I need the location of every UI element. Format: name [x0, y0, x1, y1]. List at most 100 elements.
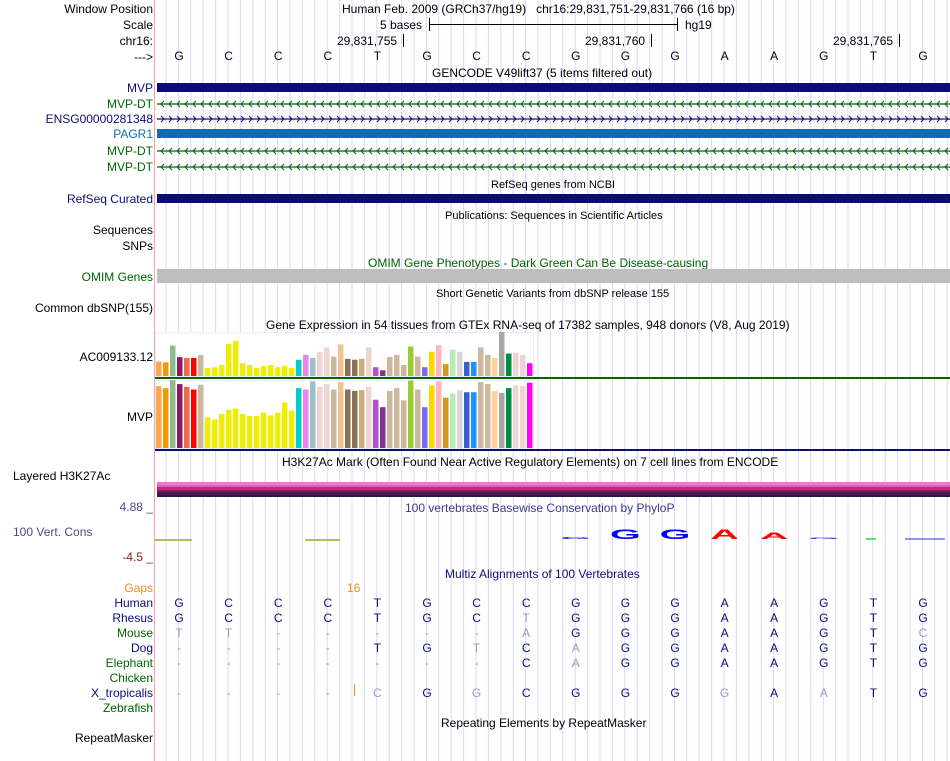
species-label[interactable]: Mouse: [116, 626, 153, 640]
species-label[interactable]: Human: [114, 596, 153, 610]
strand-arrow: [264, 100, 269, 108]
strand-arrow: [792, 115, 797, 123]
strand-arrow: [824, 147, 829, 155]
cons-title: 100 vertebrates Basewise Conservation by…: [405, 501, 675, 515]
gtex-tissue-bar: [485, 354, 491, 376]
strand-arrow: [224, 147, 229, 155]
gtex-tissue-bar: [198, 354, 204, 376]
gene-track-minus[interactable]: [157, 145, 950, 157]
alignment-base: C: [918, 626, 928, 640]
strand-arrow: [632, 147, 637, 155]
strand-arrow: [936, 163, 941, 171]
refseq-label[interactable]: RefSeq Curated: [66, 192, 153, 206]
strand-arrow: [448, 147, 453, 155]
dbsnp-title: Short Genetic Variants from dbSNP releas…: [436, 288, 670, 300]
scale-text: 5 bases: [380, 18, 423, 32]
species-label[interactable]: Chicken: [109, 671, 153, 685]
strand-arrow: [672, 147, 677, 155]
strand-arrow: [392, 163, 397, 171]
strand-arrow: [600, 163, 605, 171]
gene-label[interactable]: MVP-DT: [107, 160, 153, 174]
gtex-tissue-bar: [492, 390, 498, 448]
alignment-base: G: [819, 611, 829, 625]
strand-arrow: [832, 100, 837, 108]
omim-label[interactable]: OMIM Genes: [81, 270, 153, 284]
strand-arrow: [752, 100, 757, 108]
gtex-tissue-bar: [289, 410, 295, 448]
gene-label[interactable]: MVP-DT: [107, 97, 153, 111]
strand-arrow: [272, 163, 277, 171]
gene-track-plus[interactable]: [157, 113, 950, 125]
h3k27ac-label[interactable]: Layered H3K27Ac: [13, 469, 111, 483]
cons-label[interactable]: 100 Vert. Cons: [13, 525, 93, 539]
alignment-base: A: [819, 686, 828, 700]
strand-arrow: [288, 147, 293, 155]
strand-arrow: [504, 147, 509, 155]
strand-arrow: [640, 163, 645, 171]
gtex-gene-label[interactable]: AC009133.12: [79, 350, 153, 364]
gtex-tissue-bar: [268, 415, 274, 448]
strand-arrow: [712, 147, 717, 155]
strand-arrow: [352, 147, 357, 155]
species-label[interactable]: X_tropicalis: [90, 686, 153, 700]
strand-arrow: [896, 163, 901, 171]
strand-arrow: [368, 163, 373, 171]
strand-arrow: [936, 100, 941, 108]
strand-arrow: [208, 115, 213, 123]
gene-label[interactable]: MVP-DT: [107, 144, 153, 158]
alignment-base: G: [174, 611, 184, 625]
refseq-gene-bar[interactable]: [157, 194, 950, 203]
strand-arrow: [360, 163, 365, 171]
gtex-gene-baseline: [155, 377, 950, 379]
strand-arrow: [664, 100, 669, 108]
gene-label[interactable]: PAGR1: [113, 127, 153, 141]
species-label[interactable]: Dog: [130, 641, 153, 655]
strand-arrow: [336, 163, 341, 171]
gene-label[interactable]: MVP: [126, 81, 153, 95]
strand-arrow: [472, 115, 477, 123]
strand-arrow: [720, 163, 725, 171]
h3k27ac-signal[interactable]: [157, 482, 950, 497]
gtex-bar-chart[interactable]: [155, 330, 950, 452]
strand-arrow: [336, 100, 341, 108]
publications-label-sequences[interactable]: Sequences: [92, 223, 153, 237]
gtex-gene-label[interactable]: MVP: [126, 410, 153, 424]
gtex-tissue-bar: [520, 386, 526, 448]
strand-arrow: [168, 147, 173, 155]
gene-track-block[interactable]: [157, 128, 950, 140]
strand-arrow: [776, 100, 781, 108]
gtex-tissue-bar: [527, 363, 533, 376]
strand-arrow: [272, 115, 277, 123]
gene-track-minus[interactable]: [157, 161, 950, 173]
strand-arrow: [856, 100, 861, 108]
repeatmasker-label[interactable]: RepeatMasker: [74, 731, 153, 745]
strand-arrow: [928, 100, 933, 108]
strand-arrow: [184, 115, 189, 123]
species-label[interactable]: Zebrafish: [102, 701, 153, 715]
gtex-tissue-bar: [156, 361, 162, 376]
omim-gene-bar[interactable]: [157, 269, 950, 283]
gene-track-minus[interactable]: [157, 98, 950, 110]
alignment-base: -: [325, 656, 330, 670]
strand-arrow: [336, 115, 341, 123]
scale-bar-left-tick: [429, 18, 430, 31]
gaps-label: Gaps: [124, 581, 153, 595]
strand-arrow: [432, 147, 437, 155]
h3k27ac-layer: [157, 489, 950, 492]
alignment-base: -: [425, 656, 429, 670]
publications-label-snps[interactable]: SNPs: [122, 239, 153, 253]
strand-arrow: [464, 163, 469, 171]
gene-label[interactable]: ENSG00000281348: [45, 112, 153, 126]
alignment-base: A: [720, 656, 729, 670]
species-label[interactable]: Rhesus: [112, 611, 153, 625]
strand-arrow: [344, 115, 349, 123]
strand-arrow: [640, 147, 645, 155]
strand-arrow: [440, 163, 445, 171]
alignment-base: T: [869, 626, 878, 640]
gene-track-block[interactable]: [157, 82, 950, 94]
alignment-base: C: [323, 596, 333, 610]
dbsnp-label[interactable]: Common dbSNP(155): [34, 301, 153, 315]
strand-arrow: [600, 100, 605, 108]
species-label[interactable]: Elephant: [105, 656, 153, 670]
